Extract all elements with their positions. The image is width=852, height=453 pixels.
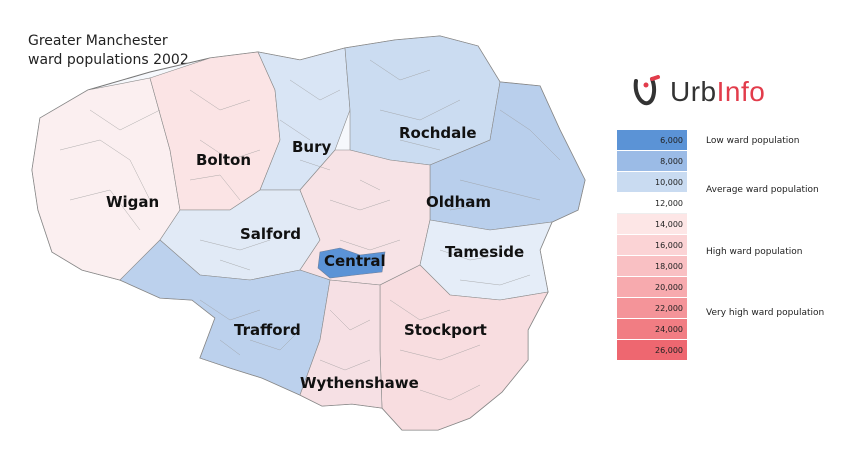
region-wythenshawe — [299, 279, 383, 409]
map-title-line1: Greater Manchester — [28, 33, 168, 49]
region-stockport — [379, 264, 549, 431]
legend-swatch: 26,000 — [617, 340, 687, 361]
legend-swatch: 24,000 — [617, 319, 687, 340]
legend-swatch: 16,000 — [617, 235, 687, 256]
logo-text-info: Info — [716, 76, 766, 107]
legend-label-high: High ward population — [706, 247, 803, 257]
area-label-salford: Salford — [240, 225, 301, 243]
ward-boundaries — [59, 59, 561, 401]
area-label-oldham: Oldham — [426, 193, 491, 211]
area-label-trafford: Trafford — [234, 321, 301, 339]
legend-swatch: 8,000 — [617, 151, 687, 172]
map-title-line2: ward populations 2002 — [28, 52, 189, 68]
urbinfo-logo-icon — [633, 75, 660, 106]
area-label-wythenshawe: Wythenshawe — [300, 374, 419, 392]
central-highlight — [317, 247, 386, 279]
legend-swatch: 6,000 — [617, 130, 687, 151]
area-label-central: Central — [324, 252, 386, 270]
urbinfo-logo: UrbInfo — [632, 75, 765, 109]
legend-label-low: Low ward population — [706, 136, 800, 146]
legend-swatch: 18,000 — [617, 256, 687, 277]
area-label-wigan: Wigan — [106, 193, 159, 211]
legend-swatch: 14,000 — [617, 214, 687, 235]
borough-regions — [31, 35, 586, 431]
area-label-rochdale: Rochdale — [399, 124, 477, 142]
area-label-bolton: Bolton — [196, 151, 251, 169]
area-label-stockport: Stockport — [404, 321, 487, 339]
area-label-tameside: Tameside — [445, 243, 524, 261]
area-labels: Bolton Bury Rochdale Wigan Oldham Salfor… — [106, 124, 524, 392]
legend-swatch: 10,000 — [617, 172, 687, 193]
area-label-bury: Bury — [292, 138, 332, 156]
legend-swatch: 22,000 — [617, 298, 687, 319]
legend-swatch: 20,000 — [617, 277, 687, 298]
region-trafford — [119, 239, 331, 396]
map-title: Greater Manchester ward populations 2002 — [28, 32, 189, 70]
logo-text: UrbInfo — [670, 76, 765, 108]
legend-label-very-high: Very high ward population — [706, 308, 825, 318]
legend: 6,000 8,000 10,000 12,000 14,000 16,000 18,000… — [617, 130, 687, 361]
legend-swatch: 12,000 — [617, 193, 687, 214]
legend-label-average: Average ward population — [706, 185, 819, 195]
logo-text-urb: Urb — [670, 76, 717, 107]
